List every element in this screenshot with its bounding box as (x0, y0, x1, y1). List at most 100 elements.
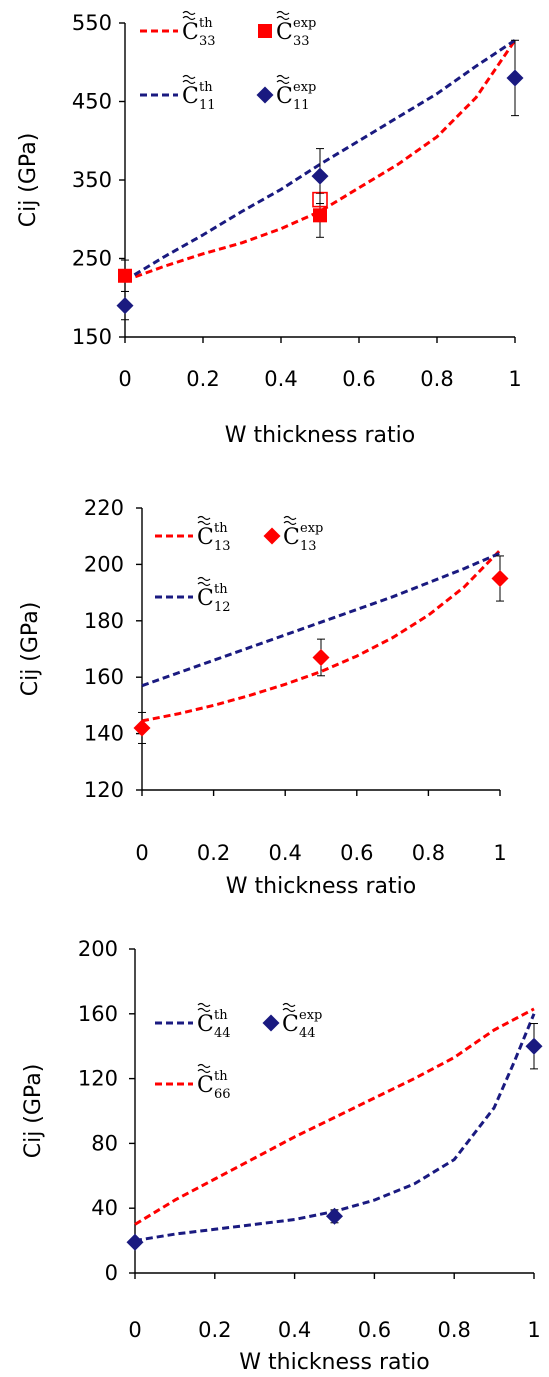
data-point-2-0 (133, 719, 151, 737)
data-point-2-0 (126, 1233, 144, 1251)
legend-label-sup-0: th (214, 521, 228, 536)
x-tick-label: 0.6 (358, 1318, 391, 1342)
y-tick-label: 140 (84, 722, 124, 746)
tilde-accent (197, 1007, 211, 1013)
data-point-4-2 (506, 69, 524, 87)
y-tick-label: 200 (84, 552, 124, 576)
legend-label-sub-2: 11 (199, 98, 216, 113)
legend-label-sup-0: th (199, 16, 213, 31)
y-tick-label: 160 (78, 1002, 118, 1026)
tilde-accent (182, 79, 196, 85)
data-point-2-2 (491, 570, 509, 587)
legend-label-main-1: C (282, 1012, 299, 1037)
legend-marker-swatch (258, 24, 272, 38)
legend-label-sup-0: th (214, 1008, 228, 1023)
chart-c44-c66: 0 40 80 120 160 200 0 0.2 0.4 0.6 0.8 1 W thickness … (21, 937, 543, 1375)
legend-marker-swatch (263, 527, 281, 545)
data-point-2-1 (326, 1207, 343, 1225)
y-tick-label: 120 (78, 1067, 118, 1091)
legend-label-sup-1: exp (300, 521, 323, 536)
tilde-accent (283, 520, 297, 526)
y-axis-label: Cij (GPa) (18, 602, 43, 697)
tilde-accent (276, 15, 290, 21)
x-tick-label: 0 (118, 367, 131, 391)
x-tick-label: 0.4 (264, 367, 297, 391)
y-tick-label: 150 (72, 325, 112, 349)
x-tick-label: 1 (508, 367, 521, 391)
legend-label-sub-1: 44 (299, 1026, 316, 1041)
tilde-accent (197, 1002, 211, 1008)
y-tick-label: 160 (84, 665, 124, 689)
x-tick-label: 0.4 (278, 1318, 311, 1342)
legend-label-main-3: C (276, 84, 293, 109)
legend-label-main-0: C (197, 1012, 214, 1037)
legend-label-sub-0: 13 (214, 539, 231, 554)
x-tick-label: 0.8 (420, 367, 453, 391)
legend-label-main-2: C (197, 586, 214, 611)
series-line-0 (124, 39, 517, 282)
legend-label-sub-0: 33 (199, 34, 216, 49)
y-tick-label: 350 (72, 168, 112, 192)
tilde-accent (282, 1002, 296, 1008)
chart-c33-c11: 150 250 350 450 550 0 0.2 0.4 0.6 0.8 1 W thickness… (16, 10, 524, 448)
y-tick-label: 250 (72, 247, 112, 271)
legend-label-main-2: C (182, 84, 199, 109)
x-tick-label: 1 (493, 841, 506, 865)
data-point-4-0 (116, 297, 134, 315)
legend-label-sup-1: exp (293, 16, 316, 31)
x-tick-label: 0.2 (186, 367, 219, 391)
legend-label-sub-0: 44 (214, 1026, 231, 1041)
series-line-1 (141, 551, 501, 688)
y-tick-label: 220 (84, 496, 124, 520)
tilde-accent (182, 10, 196, 16)
legend-label-sub-3: 11 (293, 98, 310, 113)
y-axis-label: Cij (GPa) (16, 133, 41, 228)
legend-label-sub-1: 13 (300, 539, 317, 554)
legend-label-sup-2: th (214, 1069, 228, 1084)
x-tick-label: 0.6 (340, 841, 373, 865)
tilde-accent (197, 1068, 211, 1074)
tilde-accent (276, 10, 290, 16)
x-tick-label: 0 (135, 841, 148, 865)
legend-marker-swatch (262, 1014, 280, 1032)
series-line-1 (124, 39, 516, 282)
x-tick-label: 0.8 (412, 841, 445, 865)
tilde-accent (283, 515, 297, 521)
tilde-accent (282, 1007, 296, 1013)
legend-label-sub-1: 33 (293, 34, 310, 49)
y-tick-label: 450 (72, 90, 112, 114)
legend-label-sup-1: exp (299, 1008, 322, 1023)
legend-marker-swatch (256, 86, 274, 104)
legend-label-sup-3: exp (293, 80, 316, 95)
legend-label-main-0: C (182, 20, 199, 45)
x-tick-label: 0.4 (268, 841, 301, 865)
tilde-accent (197, 520, 211, 526)
tilde-accent (276, 74, 290, 80)
x-tick-label: 0.2 (197, 841, 230, 865)
x-tick-label: 0 (128, 1318, 141, 1342)
tilde-accent (197, 576, 211, 582)
data-point-4-1 (311, 167, 329, 185)
y-tick-label: 80 (91, 1131, 118, 1155)
legend-label-main-0: C (197, 525, 214, 550)
tilde-accent (197, 1063, 211, 1069)
tilde-accent (197, 515, 211, 521)
y-tick-label: 0 (105, 1261, 118, 1285)
y-axis-label: Cij (GPa) (21, 1064, 46, 1159)
x-axis-label: W thickness ratio (226, 874, 416, 899)
data-point-2-2 (525, 1037, 543, 1055)
tilde-accent (182, 15, 196, 21)
legend-label-sub-2: 66 (214, 1087, 231, 1102)
tilde-accent (182, 74, 196, 80)
y-tick-label: 200 (78, 937, 118, 961)
legend-label-sub-2: 12 (214, 600, 231, 615)
legend-label-sup-2: th (214, 582, 228, 597)
series-line-0 (141, 549, 502, 723)
